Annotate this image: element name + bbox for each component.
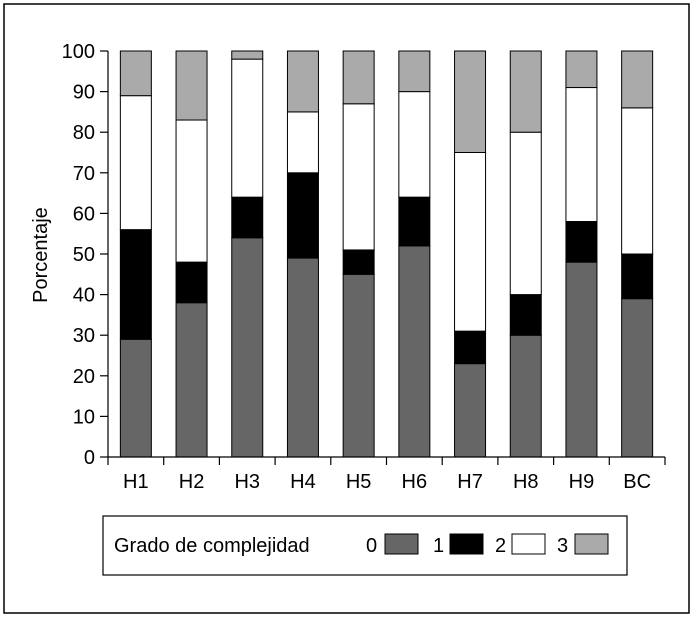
bar-H7-grado-2 <box>454 152 487 332</box>
legend-swatch-0 <box>384 533 419 555</box>
x-tick-label-H8: H8 <box>513 471 539 493</box>
bar-H7-grado-3 <box>454 50 487 153</box>
legend-label-1: 1 <box>433 535 444 557</box>
bar-H6-grado-2 <box>398 91 431 198</box>
y-tick-label-60: 60 <box>73 203 95 225</box>
y-tick-label-10: 10 <box>73 406 95 428</box>
x-axis: H1 H2 H3 H4 H5 H6 H7 H8 H9 BC <box>107 456 666 493</box>
x-tick-label-H4: H4 <box>290 471 316 493</box>
bar-H4-grado-2 <box>286 111 319 174</box>
legend-swatch-2 <box>511 533 546 555</box>
y-tick-label-90: 90 <box>73 82 95 104</box>
bar-H1-grado-2 <box>119 95 152 231</box>
bar-H9-grado-1 <box>565 221 598 263</box>
bar-H9-grado-0 <box>565 261 598 458</box>
bar-H7-grado-0 <box>454 363 487 458</box>
y-tick-label-70: 70 <box>73 163 95 185</box>
legend-swatch-3 <box>574 533 609 555</box>
bar-H3-grado-2 <box>231 58 264 198</box>
x-tick-label-H2: H2 <box>179 471 205 493</box>
x-tick-label-H9: H9 <box>569 471 595 493</box>
x-tick-label-BC: BC <box>623 471 651 493</box>
bar-H5-grado-3 <box>342 50 375 105</box>
legend-label-0: 0 <box>366 535 377 557</box>
bar-H8-grado-3 <box>509 50 542 133</box>
bar-H3-grado-1 <box>231 196 264 239</box>
bar-H5-grado-2 <box>342 103 375 251</box>
legend-title: Grado de complejidad <box>114 535 310 557</box>
y-axis: 0 10 20 30 40 50 60 70 80 90 100 <box>62 41 109 469</box>
y-tick-label-0: 0 <box>84 447 95 469</box>
bar-H7-grado-1 <box>454 330 487 365</box>
bar-H3-grado-0 <box>231 237 264 458</box>
bar-H8-grado-1 <box>509 294 542 336</box>
x-tick-label-H7: H7 <box>457 471 483 493</box>
bar-H2-grado-2 <box>175 119 208 263</box>
bar-H1-grado-0 <box>119 338 152 458</box>
bar-H9-grado-3 <box>565 50 598 89</box>
bar-H6-grado-0 <box>398 245 431 458</box>
y-axis-label: Porcentaje <box>30 207 52 303</box>
legend: Grado de complejidad 0 1 2 3 <box>102 515 628 576</box>
bar-BC-grado-3 <box>621 50 654 109</box>
bar-H2-grado-0 <box>175 302 208 458</box>
y-tick-label-100: 100 <box>62 41 95 63</box>
legend-items: 0 1 2 3 <box>366 533 609 557</box>
bar-H9-grado-2 <box>565 87 598 223</box>
bar-BC-grado-1 <box>621 253 654 300</box>
bar-H2-grado-1 <box>175 261 208 304</box>
legend-swatch-1 <box>449 533 484 555</box>
bar-H8-grado-2 <box>509 131 542 296</box>
bar-H4-grado-3 <box>286 50 319 113</box>
x-tick-label-H5: H5 <box>346 471 372 493</box>
bar-H1-grado-3 <box>119 50 152 97</box>
bar-H3-grado-3 <box>231 50 264 60</box>
bar-H2-grado-3 <box>175 50 208 121</box>
bar-H6-grado-1 <box>398 196 431 247</box>
x-tick-label-H1: H1 <box>123 471 149 493</box>
y-tick-label-20: 20 <box>73 366 95 388</box>
legend-label-2: 2 <box>495 535 506 557</box>
x-tick-label-H3: H3 <box>234 471 260 493</box>
legend-label-3: 3 <box>557 535 568 557</box>
y-tick-label-30: 30 <box>73 325 95 347</box>
bar-H5-grado-1 <box>342 249 375 275</box>
x-tick-label-H6: H6 <box>402 471 428 493</box>
bar-H1-grado-1 <box>119 229 152 340</box>
bar-H4-grado-1 <box>286 172 319 259</box>
bar-H4-grado-0 <box>286 257 319 458</box>
y-tick-label-50: 50 <box>73 244 95 266</box>
y-tick-label-80: 80 <box>73 122 95 144</box>
bars-layer <box>119 50 654 458</box>
bar-H5-grado-0 <box>342 273 375 458</box>
bar-H8-grado-0 <box>509 334 542 458</box>
bar-BC-grado-2 <box>621 107 654 255</box>
bar-BC-grado-0 <box>621 298 654 458</box>
bar-H6-grado-3 <box>398 50 431 93</box>
y-tick-label-40: 40 <box>73 285 95 307</box>
